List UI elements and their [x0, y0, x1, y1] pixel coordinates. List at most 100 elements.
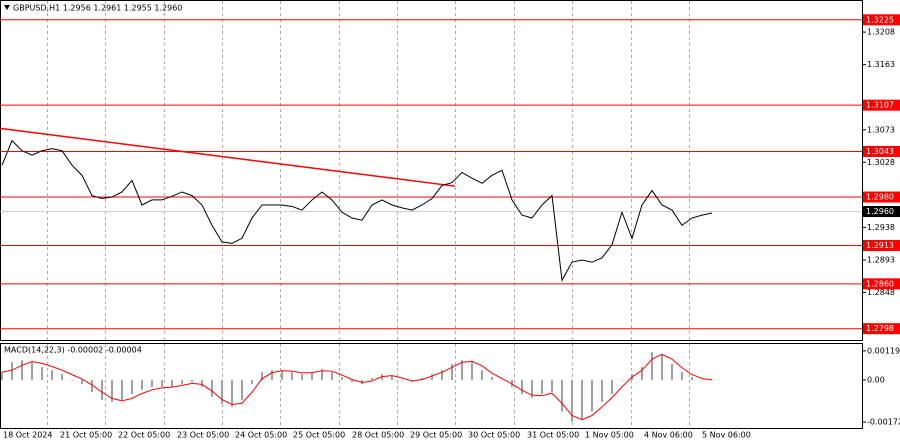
macd-bar [81, 380, 83, 384]
level-label-box [863, 191, 900, 203]
macd-bar [691, 377, 693, 380]
y-tick-label: 0.00119 [867, 346, 900, 355]
x-tick-label: 31 Oct 05:00 [527, 431, 579, 440]
level-label: 1.3107 [866, 101, 894, 110]
macd-bar [181, 380, 183, 384]
macd-bar [461, 360, 463, 380]
macd-bar [231, 380, 233, 407]
macd-bar [451, 364, 453, 380]
macd-bar [21, 360, 23, 380]
macd-bar [191, 380, 193, 382]
macd-bar [711, 380, 713, 381]
x-tick-label: 22 Oct 05:00 [118, 431, 170, 440]
macd-bar [681, 372, 683, 380]
y-tick-label: 1.2893 [867, 255, 895, 264]
level-label-box [863, 99, 900, 111]
macd-bar [301, 374, 303, 380]
macd-bar [401, 380, 403, 381]
x-tick-label: 24 Oct 05:00 [235, 431, 287, 440]
macd-bar [201, 380, 203, 387]
macd-bar [491, 377, 493, 380]
level-label: 1.3043 [866, 147, 894, 156]
y-tick-label: 1.2848 [867, 288, 895, 297]
level-label: 1.2980 [866, 193, 894, 202]
macd-bar [171, 380, 173, 387]
macd-bar [241, 380, 243, 400]
macd-bar [131, 380, 133, 394]
level-label-box [863, 145, 900, 157]
x-tick-label: 5 Nov 06:00 [702, 431, 751, 440]
price-line [1, 139, 713, 282]
macd-bar [161, 380, 163, 387]
current-price-box [863, 206, 900, 218]
macd-bar [1, 372, 3, 380]
x-tick-label: 30 Oct 05:00 [468, 431, 520, 440]
x-tick-label: 1 Nov 05:00 [585, 431, 634, 440]
macd-bar [591, 380, 593, 412]
macd-bar [521, 380, 523, 394]
macd-bar [211, 380, 213, 397]
macd-bar [671, 364, 673, 380]
macd-bar [661, 354, 663, 380]
level-label: 1.2913 [866, 241, 894, 250]
macd-bar [561, 380, 563, 412]
level-label: 1.2798 [866, 324, 894, 333]
macd-bar [651, 352, 653, 380]
x-tick-label: 23 Oct 05:00 [177, 431, 229, 440]
macd-bar [111, 380, 113, 402]
level-label: 1.2860 [866, 279, 894, 288]
macd-bar [601, 380, 603, 402]
y-tick-label: 1.2938 [867, 223, 895, 232]
x-tick-label: 18 Oct 2024 [3, 431, 52, 440]
macd-bar [641, 367, 643, 380]
macd-bar [581, 380, 583, 420]
macd-bar [611, 380, 613, 394]
macd-bar [71, 380, 73, 381]
macd-bar [371, 378, 373, 380]
macd-bar [531, 380, 533, 398]
level-label-box [863, 323, 900, 335]
macd-bar [91, 380, 93, 392]
signal-line [1, 353, 713, 421]
macd-title: MACD(14,22,3) -0.00002 -0.00004 [4, 346, 142, 355]
macd-bar [701, 380, 703, 381]
macd-bar [281, 370, 283, 380]
macd-bar [441, 370, 443, 380]
main-frame [0, 0, 863, 341]
y-tick-label: 1.3208 [867, 28, 895, 37]
macd-bar [51, 370, 53, 380]
macd-bar [261, 372, 263, 380]
macd-bar [331, 372, 333, 380]
x-tick-label: 25 Oct 05:00 [293, 431, 345, 440]
macd-bar [621, 380, 623, 381]
header: GBPUSD,H1 1.2956 1.2961 1.2955 1.2960 [13, 4, 182, 13]
macd-bar [471, 362, 473, 380]
macd-bar [101, 380, 103, 400]
macd-bar [501, 380, 503, 381]
x-tick-label: 29 Oct 05:00 [410, 431, 462, 440]
x-tick-label: 21 Oct 05:00 [60, 431, 112, 440]
current-price-label: 1.2960 [866, 207, 894, 216]
y-tick-label: 0.00 [867, 376, 885, 385]
macd-bar [11, 362, 13, 380]
macd-bar [351, 380, 353, 382]
macd-bar [41, 367, 43, 380]
y-tick-label: 1.3028 [867, 158, 895, 167]
macd-bar [291, 372, 293, 380]
level-label: 1.3225 [866, 15, 894, 24]
macd-bar [141, 380, 143, 390]
macd-bar [341, 377, 343, 380]
macd-bar [391, 376, 393, 380]
macd-bar [61, 374, 63, 380]
macd-bar [311, 372, 313, 380]
header-icon [4, 5, 10, 10]
macd-bar [571, 380, 573, 422]
macd-bar [321, 369, 323, 380]
macd-bar [221, 380, 223, 404]
macd-bar [151, 380, 153, 387]
y-tick-label: 1.3163 [867, 60, 895, 69]
macd-bar [251, 380, 253, 384]
